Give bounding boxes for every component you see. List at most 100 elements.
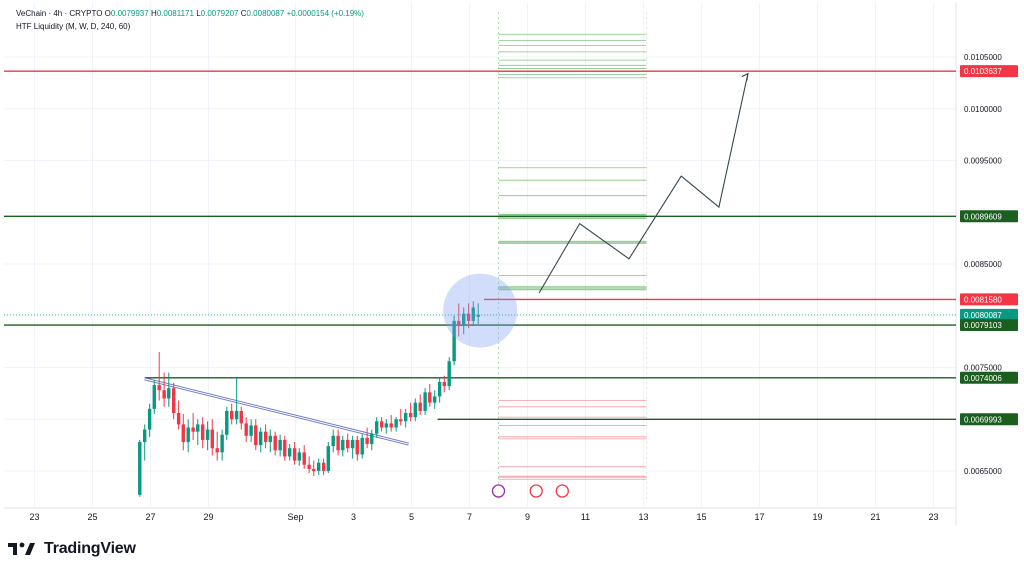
- candle-body: [158, 385, 161, 390]
- y-tick-label: 0.0105000: [964, 53, 1002, 62]
- candle-body: [274, 436, 277, 450]
- candle-body: [394, 419, 397, 427]
- candle-body: [423, 392, 426, 411]
- x-tick-label: 13: [638, 512, 648, 522]
- tradingview-logo-icon: [8, 541, 38, 557]
- event-flag-icon[interactable]: [556, 485, 568, 497]
- highlight-circle: [443, 274, 517, 348]
- candle-body: [428, 392, 431, 402]
- price-label-text: 0.0079103: [964, 321, 1002, 330]
- event-flash-icon[interactable]: [493, 485, 505, 497]
- candle-body: [332, 436, 335, 446]
- candle-body: [375, 421, 378, 433]
- candle-body: [278, 440, 281, 450]
- candle-body: [162, 390, 165, 398]
- x-tick-label: 3: [351, 512, 356, 522]
- price-label-text: 0.0069993: [964, 415, 1002, 424]
- x-tick-label: 17: [754, 512, 764, 522]
- candle-body: [346, 440, 349, 448]
- candle-body: [187, 427, 190, 441]
- candle-body: [419, 403, 422, 411]
- candle-body: [303, 452, 306, 464]
- event-flag-icon[interactable]: [530, 485, 542, 497]
- candle-body: [385, 423, 388, 427]
- candle-body: [143, 430, 146, 442]
- candle-body: [293, 448, 296, 460]
- low-value: 0.0079207: [201, 9, 239, 18]
- candle-body: [370, 434, 373, 444]
- candle-body: [264, 432, 267, 442]
- x-tick-label: 27: [145, 512, 155, 522]
- candle-body: [254, 425, 257, 445]
- candle-body: [191, 427, 194, 431]
- y-tick-label: 0.0085000: [964, 260, 1002, 269]
- price-label-text: 0.0081580: [964, 295, 1002, 304]
- candle-body: [177, 413, 180, 424]
- candle-body: [182, 424, 185, 442]
- indicator-label: HTF Liquidity (M, W, D, 240, 60): [16, 22, 130, 31]
- x-tick-label: 15: [696, 512, 706, 522]
- candle-body: [351, 440, 354, 448]
- x-tick-label: 9: [525, 512, 530, 522]
- candle-body: [336, 436, 339, 450]
- candle-body: [399, 419, 402, 421]
- price-label-text: 0.0080087: [964, 311, 1002, 320]
- candle-body: [317, 463, 320, 471]
- candle-body: [404, 413, 407, 421]
- change-value: +0.0000154 (+0.19%): [287, 9, 364, 18]
- price-label-text: 0.0089609: [964, 212, 1002, 221]
- y-tick-label: 0.0100000: [964, 105, 1002, 114]
- price-label-text: 0.0103637: [964, 67, 1002, 76]
- candle-body: [414, 403, 417, 417]
- candle-body: [356, 440, 359, 454]
- candle-body: [365, 438, 368, 444]
- candle-body: [148, 409, 151, 430]
- candle-body: [327, 446, 330, 471]
- candle-body: [216, 448, 219, 452]
- candle-body: [211, 430, 214, 449]
- candle-body: [312, 469, 315, 471]
- y-tick-label: 0.0095000: [964, 157, 1002, 166]
- x-tick-label: 11: [581, 512, 590, 522]
- candle-body: [196, 424, 199, 431]
- tradingview-logo[interactable]: TradingView: [8, 540, 136, 558]
- x-tick-label: 23: [29, 512, 39, 522]
- candle-body: [341, 440, 344, 450]
- close-value: 0.0080087: [247, 9, 285, 18]
- candle-body: [298, 452, 301, 460]
- candle-body: [288, 448, 291, 456]
- candle-body: [230, 411, 233, 419]
- candle-body: [172, 388, 175, 413]
- x-tick-label: 21: [870, 512, 880, 522]
- price-label-text: 0.0074006: [964, 374, 1002, 383]
- symbol-header: VeChain · 4h · CRYPTO O0.0079937 H0.0081…: [16, 9, 364, 18]
- candle-body: [138, 442, 141, 495]
- candle-body: [167, 388, 170, 398]
- candle-body: [235, 411, 238, 419]
- candle-body: [240, 411, 243, 423]
- liquidity-zone-green: [499, 241, 647, 243]
- chart-frame: 23 25 27 29 Sep 3 5 7 9 11 13 15 17 19 21 23 0.0105000 0.…: [4, 2, 1020, 526]
- x-tick-label: 7: [467, 512, 472, 522]
- candle-body: [438, 382, 441, 396]
- candle-body: [409, 413, 412, 417]
- symbol-line: VeChain · 4h · CRYPTO: [16, 9, 102, 18]
- liquidity-zone-green: [499, 287, 647, 290]
- candle-body: [153, 385, 156, 409]
- y-tick-label: 0.0075000: [964, 363, 1002, 372]
- candle-body: [380, 421, 383, 427]
- chart-canvas[interactable]: 23 25 27 29 Sep 3 5 7 9 11 13 15 17 19 21 23 0.0105000 0.…: [4, 2, 1020, 526]
- x-tick-label: 23: [928, 512, 938, 522]
- candle-body: [322, 463, 325, 471]
- candle-body: [245, 423, 248, 435]
- high-value: 0.0081171: [157, 9, 194, 18]
- candle-body: [390, 423, 393, 427]
- candle-body: [206, 430, 209, 440]
- candle-body: [220, 435, 223, 453]
- x-tick-label: Sep: [287, 512, 303, 522]
- candle-body: [201, 424, 204, 440]
- projection-arrow-icon: [742, 74, 748, 81]
- candle-body: [361, 438, 364, 455]
- candle-body: [443, 382, 446, 386]
- candle-body: [225, 411, 228, 435]
